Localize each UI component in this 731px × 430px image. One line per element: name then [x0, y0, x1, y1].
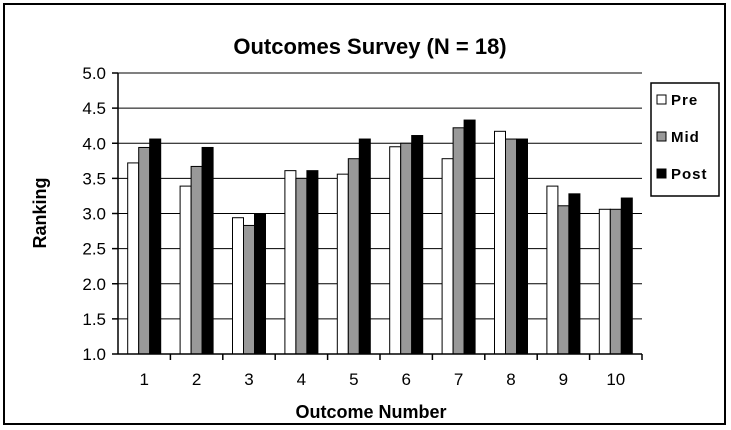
legend-label-pre: Pre: [671, 92, 698, 109]
bars: [127, 119, 633, 355]
legend-swatch-mid: [656, 131, 667, 142]
y-tick-label: 5.0: [82, 64, 106, 83]
bar-mid-3: [243, 224, 255, 355]
legend-label-mid: Mid: [671, 129, 700, 146]
bar-mid-2: [190, 165, 203, 355]
x-tick-label: 2: [192, 370, 201, 389]
bar-post-2: [201, 146, 214, 355]
bar-mid-7: [452, 127, 465, 355]
x-tick-label: 3: [244, 370, 253, 389]
x-tick-label: 1: [139, 370, 148, 389]
bar-pre-4: [284, 170, 297, 355]
y-tick-label: 2.5: [82, 240, 106, 259]
bar-pre-1: [127, 162, 140, 355]
y-tick-label: 1.5: [82, 310, 106, 329]
x-tick-label: 7: [454, 370, 463, 389]
x-axis-label: Outcome Number: [295, 402, 446, 422]
y-tick-label: 3.0: [82, 205, 106, 224]
bar-post-3: [254, 213, 266, 355]
x-tick-label: 4: [297, 370, 306, 389]
bar-pre-10: [598, 208, 611, 355]
chart-title: Outcomes Survey (N = 18): [233, 34, 506, 59]
bar-post-9: [568, 193, 581, 355]
bar-mid-1: [138, 146, 151, 355]
bar-mid-8: [505, 138, 517, 355]
x-tick-label: 5: [349, 370, 358, 389]
legend-label-post: Post: [671, 166, 708, 183]
bar-mid-9: [557, 205, 570, 355]
bar-mid-4: [295, 177, 308, 355]
bar-pre-6: [389, 146, 402, 355]
bar-pre-8: [494, 130, 506, 355]
bar-pre-3: [232, 217, 244, 355]
bar-post-10: [620, 197, 633, 355]
bar-pre-7: [441, 158, 454, 355]
x-tick-label: 8: [506, 370, 515, 389]
bar-post-6: [411, 135, 424, 355]
axes: 1.0 1.5 2.0 2.5 3.0 3.5 4.0 4.5 5.0 1 2 3 4 5 6 7 8 9 10: [82, 64, 643, 389]
x-tick-label: 6: [401, 370, 410, 389]
x-tick-label: 9: [559, 370, 568, 389]
bar-post-5: [358, 138, 371, 355]
y-tick-label: 3.5: [82, 169, 106, 188]
bar-post-1: [149, 138, 162, 355]
x-tick-label: 10: [606, 370, 625, 389]
bar-pre-5: [336, 173, 349, 355]
bar-mid-10: [609, 208, 622, 355]
bar-mid-6: [400, 142, 413, 355]
legend-swatch-post: [656, 168, 667, 179]
y-tick-label: 1.0: [82, 345, 106, 364]
bar-pre-9: [546, 185, 559, 355]
bar-mid-5: [347, 158, 360, 355]
bar-post-8: [516, 138, 528, 355]
bar-pre-2: [179, 185, 192, 355]
bar-post-7: [463, 119, 476, 355]
y-tick-label: 4.5: [82, 99, 106, 118]
y-axis-label: Ranking: [30, 177, 50, 248]
bar-post-4: [306, 170, 319, 355]
legend: Pre Mid Post: [650, 82, 720, 197]
y-tick-label: 2.0: [82, 275, 106, 294]
y-tick-label: 4.0: [82, 134, 106, 153]
legend-swatch-pre: [656, 94, 667, 105]
